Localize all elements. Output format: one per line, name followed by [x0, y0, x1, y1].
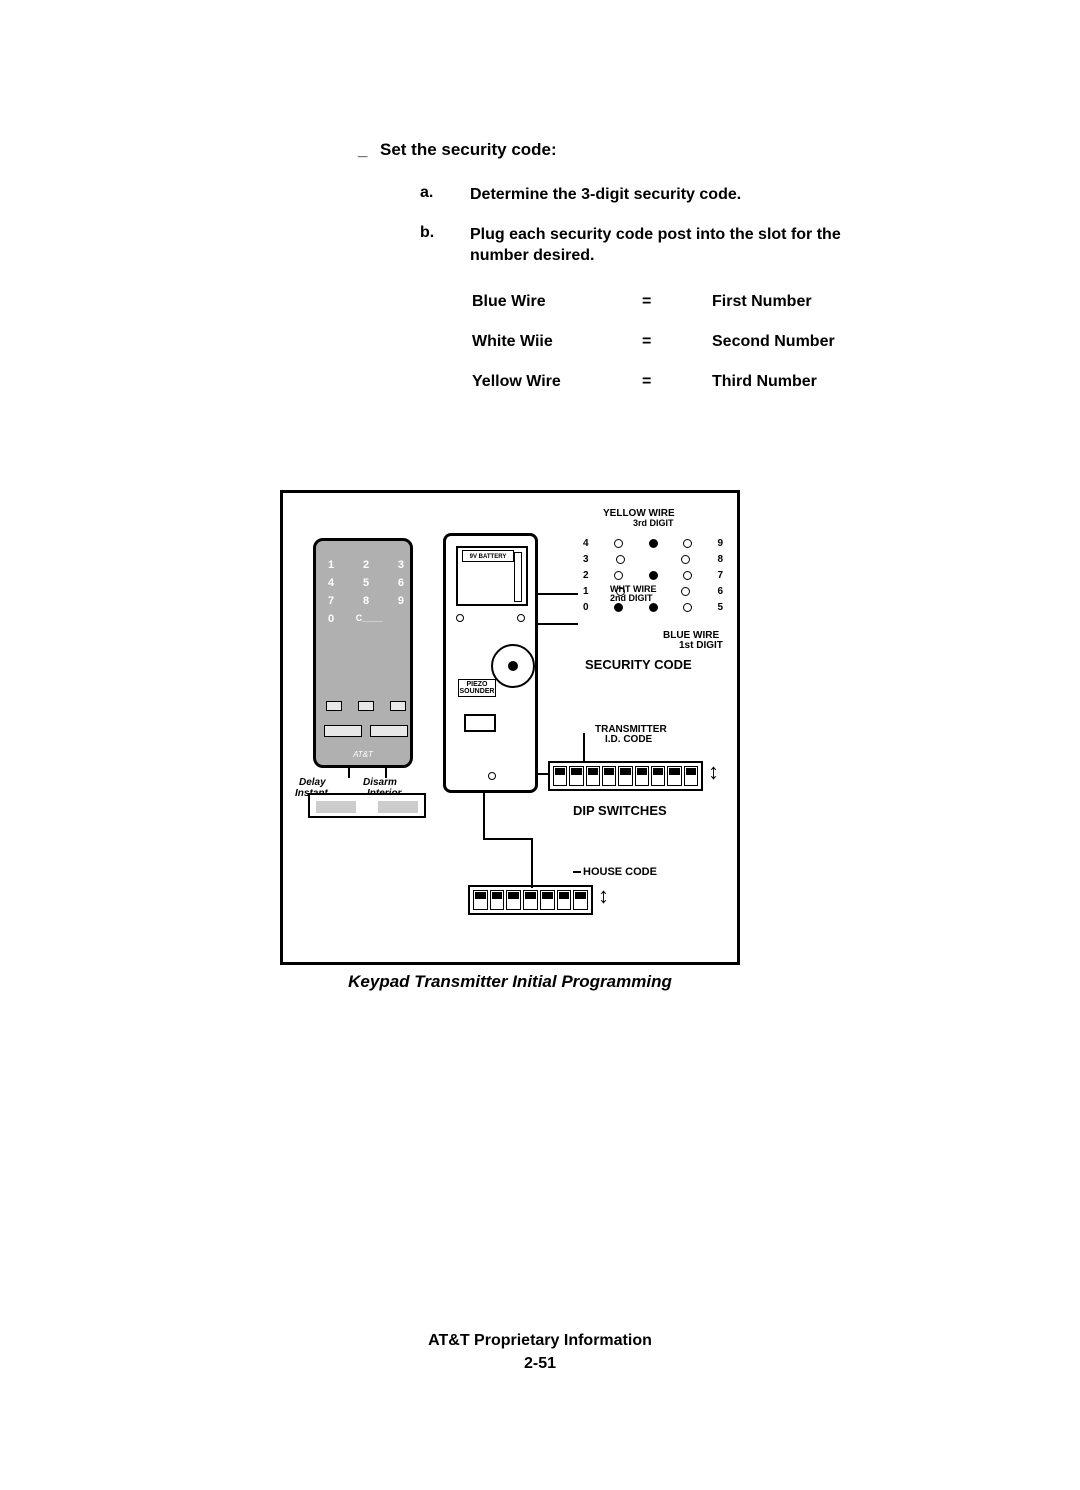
dip-arrow-icon: ↕ [708, 759, 719, 785]
main-text: Set the security code: [380, 140, 557, 159]
pin-6: 6 [717, 586, 723, 597]
key-2: 2 [363, 559, 369, 571]
footer-line-2: 2-51 [0, 1353, 1080, 1375]
wire-row-3: Yellow Wire = Third Number [472, 373, 900, 391]
dip-switches-label: DIP SWITCHES [573, 803, 667, 818]
pin-3: 3 [583, 554, 589, 565]
white-wire-label: WHT WIRE 2nd DIGIT [610, 585, 657, 603]
pin-5: 5 [717, 602, 723, 613]
keypad-grid: 1 2 3 4 5 6 7 8 9 0 C____ [328, 559, 404, 631]
pin-7: 7 [717, 570, 723, 581]
step-a-text: Determine the 3-digit security code. [470, 184, 741, 206]
wire-3-val: Third Number [712, 373, 817, 391]
battery-slot: 9V BATTERY [456, 546, 528, 606]
label-disarm: Disarm [363, 777, 397, 788]
key-3: 3 [398, 559, 404, 571]
wire-row-1: Blue Wire = First Number [472, 293, 900, 311]
diagram: 1 2 3 4 5 6 7 8 9 0 C____ [280, 490, 740, 965]
transmitter-label: TRANSMITTER I.D. CODE [595, 725, 667, 745]
battery-label: 9V BATTERY [462, 550, 514, 562]
main-instruction: _ Set the security code: [380, 140, 900, 160]
step-a: a. Determine the 3-digit security code. [420, 184, 900, 206]
keypad-front: 1 2 3 4 5 6 7 8 9 0 C____ [313, 538, 413, 768]
label-delay: Delay [299, 777, 326, 788]
piezo-sounder [491, 644, 535, 688]
step-b-letter: b. [420, 224, 470, 267]
yellow-wire-label: YELLOW WIRE 3rd DIGIT [603, 509, 675, 529]
battery-connector [514, 552, 522, 602]
house-code-switches [468, 885, 593, 915]
wire-1-name: Blue Wire [472, 293, 642, 311]
pin-8: 8 [717, 554, 723, 565]
pin-1: 1 [583, 586, 589, 597]
security-code-label: SECURITY CODE [585, 657, 692, 672]
wire-1-eq: = [642, 293, 712, 311]
key-0: 0 [328, 613, 334, 625]
wire-table: Blue Wire = First Number White Wiie = Se… [472, 293, 900, 391]
house-code-label: HOUSE CODE [583, 866, 657, 878]
keypad-back: 9V BATTERY PIEZO SOUNDER [443, 533, 538, 793]
key-8: 8 [363, 595, 369, 607]
pin-0: 0 [583, 602, 589, 613]
footer-line-1: AT&T Proprietary Information [0, 1330, 1080, 1352]
page-footer: AT&T Proprietary Information 2-51 [0, 1330, 1080, 1375]
blue-wire-label: BLUE WIRE 1st DIGIT [663, 631, 723, 651]
key-9: 9 [398, 595, 404, 607]
diagram-caption: Keypad Transmitter Initial Programming [280, 972, 740, 992]
step-b-text: Plug each security code post into the sl… [470, 224, 900, 267]
front-switches [308, 793, 426, 818]
wire-row-2: White Wiie = Second Number [472, 333, 900, 351]
wire-2-name: White Wiie [472, 333, 642, 351]
dash: _ [358, 140, 367, 160]
key-6: 6 [398, 577, 404, 589]
instruction-buttons [324, 725, 408, 737]
house-arrow-icon: ↕ [598, 883, 609, 909]
key-1: 1 [328, 559, 334, 571]
wire-3-name: Yellow Wire [472, 373, 642, 391]
wire-2-eq: = [642, 333, 712, 351]
pin-4: 4 [583, 538, 589, 549]
pin-2: 2 [583, 570, 589, 581]
key-5: 5 [363, 577, 369, 589]
wire-2-val: Second Number [712, 333, 835, 351]
instruction-content: _ Set the security code: a. Determine th… [380, 140, 900, 413]
wire-1-val: First Number [712, 293, 812, 311]
step-b: b. Plug each security code post into the… [420, 224, 900, 267]
pin-area: 4 9 3 8 2 7 1 6 0 [583, 535, 723, 615]
pin-9: 9 [717, 538, 723, 549]
key-4: 4 [328, 577, 334, 589]
step-a-letter: a. [420, 184, 470, 206]
key-c: C____ [356, 613, 383, 625]
jumper-block [464, 714, 496, 732]
key-7: 7 [328, 595, 334, 607]
keypad-logo: AT&T [316, 750, 410, 759]
dip-switches [548, 761, 703, 791]
wire-3-eq: = [642, 373, 712, 391]
indicator-row [326, 701, 406, 713]
piezo-label: PIEZO SOUNDER [458, 679, 496, 697]
